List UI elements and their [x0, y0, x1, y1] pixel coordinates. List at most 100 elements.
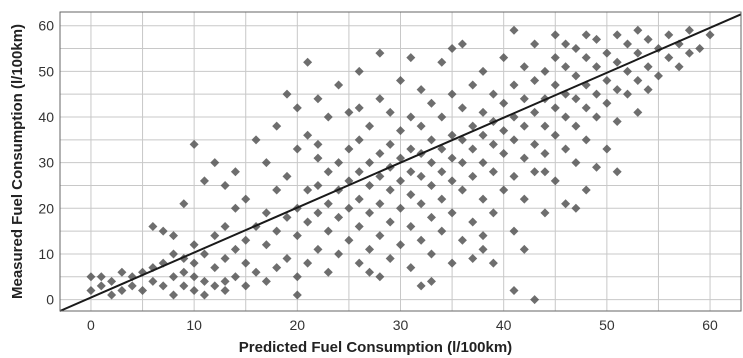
data-point: [107, 276, 117, 286]
data-point: [571, 158, 581, 168]
data-point: [107, 290, 117, 300]
data-point: [282, 212, 292, 222]
data-point: [406, 112, 416, 122]
data-point: [169, 290, 178, 300]
data-point: [426, 249, 436, 259]
x-tick-label: 60: [702, 317, 718, 333]
data-point: [272, 121, 282, 131]
data-point: [406, 222, 416, 232]
data-point: [457, 39, 467, 49]
data-point: [499, 126, 509, 136]
data-point: [406, 263, 416, 273]
y-tick-label: 10: [38, 246, 54, 262]
data-point: [633, 25, 643, 35]
data-point: [365, 208, 375, 218]
data-point: [158, 226, 168, 236]
data-point: [602, 75, 612, 85]
data-point: [540, 121, 550, 131]
data-point: [344, 107, 354, 117]
data-point: [282, 254, 292, 264]
data-point: [148, 222, 158, 232]
data-point: [550, 30, 560, 40]
data-point: [199, 290, 209, 300]
data-point: [488, 258, 498, 268]
data-point: [540, 208, 550, 218]
data-point: [561, 62, 571, 72]
data-point: [581, 185, 591, 195]
y-tick-label: 20: [38, 200, 54, 216]
data-point: [426, 158, 436, 168]
data-point: [509, 285, 519, 295]
data-point: [457, 158, 467, 168]
data-point: [457, 235, 467, 245]
data-point: [313, 244, 323, 254]
data-point: [282, 89, 292, 99]
data-point: [437, 167, 447, 177]
data-point: [199, 176, 209, 186]
data-point: [488, 89, 498, 99]
data-point: [375, 199, 385, 209]
data-point: [323, 226, 333, 236]
data-point: [602, 48, 612, 58]
data-point: [664, 30, 674, 40]
data-point: [488, 139, 498, 149]
data-point: [354, 103, 364, 113]
data-point: [592, 162, 602, 172]
plot-frame: [59, 11, 742, 312]
data-point: [169, 249, 178, 259]
data-point: [354, 167, 364, 177]
data-point: [571, 203, 581, 213]
data-point: [561, 199, 571, 209]
data-point: [530, 167, 540, 177]
data-point: [303, 185, 313, 195]
y-tick-labels: 0 10 20 30 40 50 60: [38, 18, 54, 308]
data-point: [354, 222, 364, 232]
data-point: [499, 53, 509, 63]
data-point: [426, 180, 436, 190]
x-tick-label: 20: [290, 317, 306, 333]
data-point: [674, 62, 684, 72]
data-point: [664, 53, 674, 63]
data-point: [323, 112, 333, 122]
data-point: [561, 39, 571, 49]
data-point: [550, 80, 560, 90]
data-point: [550, 53, 560, 63]
data-point: [344, 203, 354, 213]
data-point: [303, 258, 313, 268]
data-point: [478, 158, 488, 168]
data-point: [158, 281, 168, 291]
data-point: [499, 149, 509, 159]
data-point: [292, 290, 302, 300]
data-point: [396, 203, 405, 213]
x-tick-label: 40: [496, 317, 512, 333]
data-point: [396, 126, 405, 136]
data-point: [148, 276, 158, 286]
data-point: [323, 167, 333, 177]
data-point: [468, 80, 478, 90]
data-point: [530, 75, 540, 85]
data-point: [633, 75, 643, 85]
data-point: [210, 231, 220, 241]
data-point: [272, 263, 282, 273]
data-point: [571, 44, 581, 54]
data-point: [313, 94, 323, 104]
x-tick-label: 0: [87, 317, 95, 333]
data-point: [437, 57, 447, 67]
data-point: [292, 144, 302, 154]
data-point: [633, 48, 643, 58]
data-point: [354, 258, 364, 268]
data-point: [385, 254, 395, 264]
data-point: [437, 226, 447, 236]
data-point: [550, 130, 560, 140]
data-point: [447, 89, 457, 99]
data-point: [623, 66, 632, 76]
data-point: [86, 272, 96, 282]
data-point: [519, 194, 529, 204]
data-point: [550, 176, 560, 186]
data-point: [313, 139, 323, 149]
data-point: [478, 66, 488, 76]
data-point: [457, 185, 467, 195]
data-point: [406, 167, 416, 177]
data-point: [375, 272, 385, 282]
y-tick-label: 0: [46, 292, 54, 308]
